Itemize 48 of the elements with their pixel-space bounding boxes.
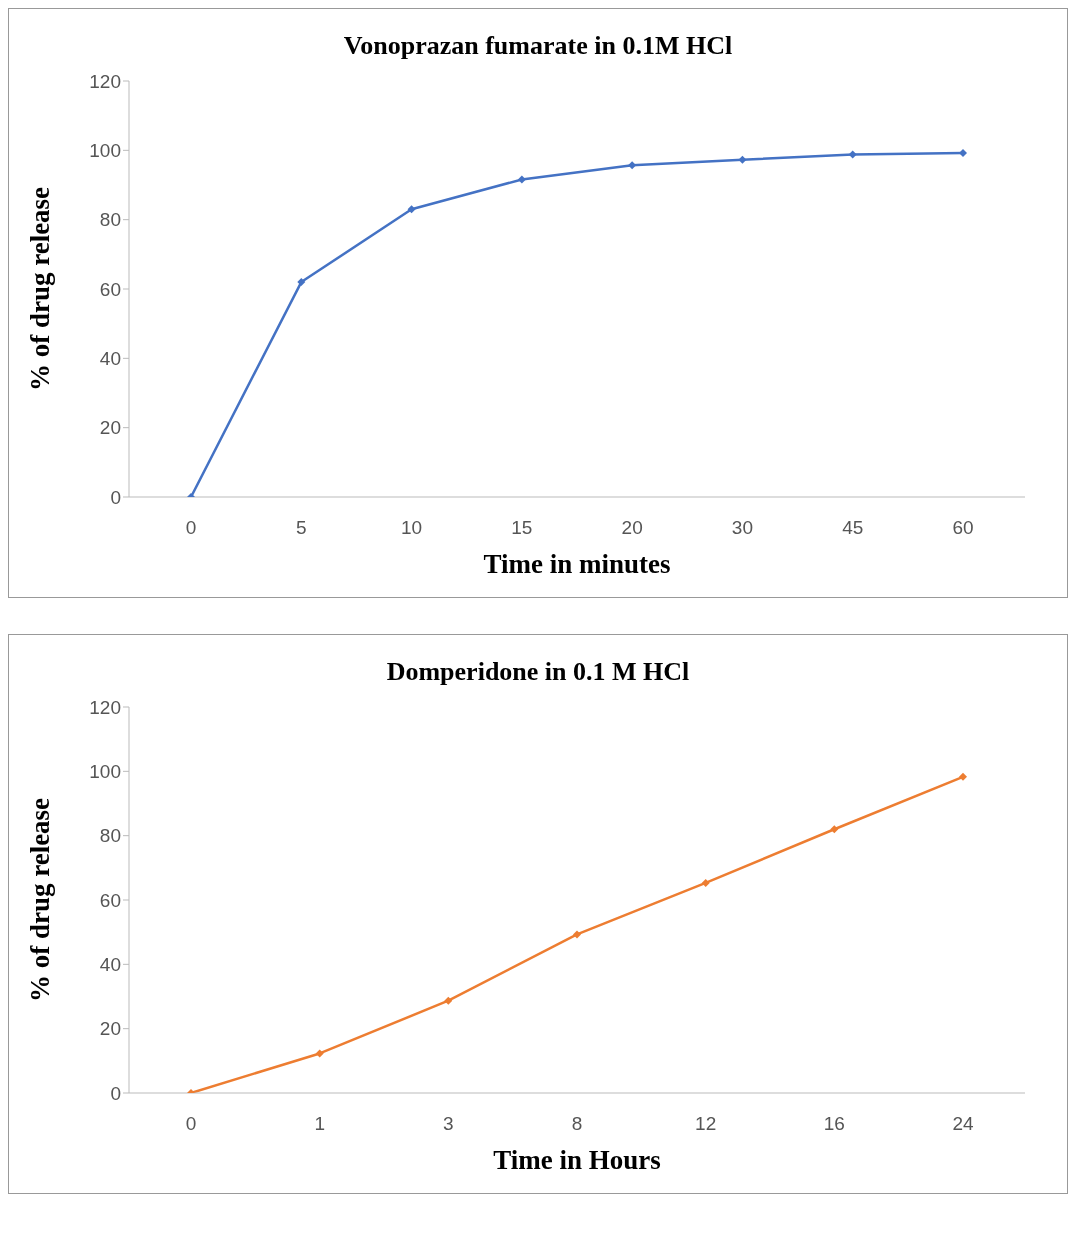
y-tick-label: 0 [110, 486, 121, 508]
point [297, 278, 306, 287]
point [830, 825, 839, 834]
x-tick-label: 15 [511, 517, 533, 539]
y-tick-label: 20 [99, 417, 121, 439]
x-tick-label: 24 [952, 1113, 974, 1135]
y-tick-label: 80 [99, 825, 121, 847]
y-axis-title: % of drug release [24, 797, 55, 1003]
x-tick-label: 60 [952, 517, 974, 539]
point [959, 149, 967, 158]
y-tick-label: 60 [99, 889, 121, 911]
x-axis-title: Time in Hours [493, 1145, 661, 1175]
chart-title: Vonoprazan fumarate in 0.1M HCl [342, 31, 734, 62]
x-tick-label: 0 [185, 1113, 197, 1135]
y-tick-label: 120 [89, 696, 121, 718]
x-tick-label: 0 [185, 517, 197, 539]
y-tick-label: 80 [99, 209, 121, 231]
x-tick-label: 12 [695, 1113, 717, 1135]
y-tick-label: 60 [99, 278, 121, 300]
x-tick-label: 30 [731, 517, 753, 539]
point [573, 930, 581, 939]
point [315, 1049, 324, 1058]
point [959, 772, 967, 781]
point [517, 175, 526, 184]
x-axis-title: Time in minutes [483, 549, 671, 579]
y-tick-label: 40 [99, 348, 121, 370]
x-tick-label: 16 [823, 1113, 845, 1135]
x-tick-label: 1 [314, 1113, 325, 1135]
y-tick-label: 120 [89, 70, 121, 92]
x-tick-label: 8 [571, 1113, 583, 1135]
y-axis-title: % of drug release [24, 186, 55, 392]
point [738, 155, 747, 164]
chart-title: Domperidone in 0.1 M HCl [385, 657, 691, 688]
x-tick-label: 5 [296, 517, 307, 539]
x-tick-label: 10 [401, 517, 423, 539]
point [407, 205, 416, 214]
x-tick-label: 3 [443, 1113, 454, 1135]
point [444, 996, 453, 1005]
y-tick-label: 100 [89, 761, 121, 783]
y-tick-label: 40 [99, 954, 121, 976]
y-tick-label: 20 [99, 1018, 121, 1040]
y-tick-label: 0 [110, 1082, 121, 1104]
point [848, 150, 857, 159]
point [701, 878, 710, 887]
y-tick-label: 100 [89, 140, 121, 162]
x-tick-label: 20 [621, 517, 643, 539]
x-tick-label: 45 [842, 517, 864, 539]
point [628, 161, 637, 170]
